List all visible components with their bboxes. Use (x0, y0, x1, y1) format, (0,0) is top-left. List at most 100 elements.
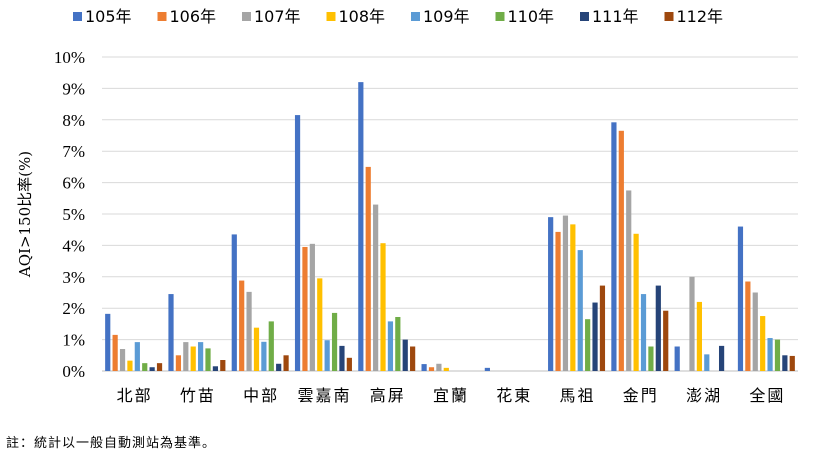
y-tick-label: 6% (62, 174, 85, 193)
x-category-label: 馬祖 (560, 386, 596, 405)
gridlines (102, 56, 798, 372)
bar (410, 346, 416, 371)
bar-chart: 105年 106年 107年 108年 109年 110年 111年 112年 0% 1% 2% 3… (16, 7, 798, 405)
y-tick-label: 8% (62, 111, 85, 130)
bar (119, 349, 126, 371)
bar (704, 354, 710, 371)
legend-label: 110年 (508, 7, 555, 26)
y-tick-label: 7% (62, 142, 85, 161)
bar (774, 339, 781, 371)
legend-label: 109年 (423, 7, 470, 26)
y-tick-label: 3% (62, 268, 85, 287)
legend-label: 107年 (254, 7, 301, 26)
bar (395, 316, 401, 371)
y-tick-label: 10% (54, 48, 85, 67)
bar (689, 276, 695, 371)
legend-swatch (242, 12, 251, 21)
bar (175, 355, 182, 371)
x-category-label: 全國 (749, 386, 785, 405)
bar (190, 346, 196, 371)
bar (134, 342, 140, 371)
bar (760, 316, 766, 371)
bar (592, 302, 598, 371)
legend-label: 108年 (339, 7, 386, 26)
bars (105, 82, 795, 372)
bar (402, 339, 408, 371)
legend: 105年 106年 107年 108年 109年 110年 111年 112年 (73, 7, 723, 26)
bar (380, 243, 386, 371)
legend-swatch (326, 12, 336, 21)
y-tick-label: 1% (62, 331, 85, 350)
bar (599, 285, 606, 371)
x-category-label: 花東 (496, 386, 532, 405)
x-category-label: 雲嘉南 (297, 386, 351, 405)
bar (309, 243, 315, 371)
legend-label: 106年 (170, 7, 217, 26)
y-tick-label: 0% (62, 362, 85, 381)
bar (618, 130, 624, 371)
bar (611, 122, 617, 371)
legend-swatch (580, 12, 589, 21)
legend-label: 105年 (85, 7, 132, 26)
y-axis-ticks: 0% 1% 2% 3% 4% 5% 6% 7% 8% 9% 10% (54, 48, 85, 381)
bar (387, 321, 394, 371)
bar (555, 231, 561, 371)
bar (127, 360, 133, 371)
legend-swatch (664, 12, 674, 21)
bar (626, 190, 632, 371)
bar (358, 82, 364, 372)
bar (317, 278, 323, 371)
bar (548, 217, 554, 371)
legend-swatch (495, 12, 505, 21)
bar (346, 357, 352, 371)
legend-swatch (157, 12, 167, 21)
legend-label: 112年 (677, 7, 724, 26)
bar (276, 363, 282, 371)
bar (443, 367, 449, 371)
bar (105, 313, 111, 371)
x-category-label: 竹苗 (180, 386, 216, 405)
x-category-label: 高屏 (370, 386, 406, 405)
legend-label: 111年 (592, 7, 639, 26)
bar (577, 250, 583, 371)
bar (484, 367, 490, 371)
bar (112, 334, 118, 371)
y-axis-label: AQI>150比率(%) (16, 151, 34, 278)
bar (142, 363, 148, 371)
bar (655, 285, 661, 371)
legend-swatch (73, 12, 82, 21)
bar (324, 340, 330, 371)
bar (156, 363, 163, 371)
bar (149, 367, 155, 371)
bar (239, 280, 245, 371)
bar (168, 294, 174, 371)
bar (640, 294, 647, 371)
bar (302, 246, 308, 371)
bar (198, 342, 204, 371)
bar (331, 312, 338, 371)
bar (663, 310, 669, 371)
bar (373, 204, 379, 371)
x-category-label: 中部 (243, 386, 279, 405)
x-category-label: 澎湖 (686, 386, 722, 405)
y-tick-label: 2% (62, 299, 85, 318)
bar (428, 367, 435, 371)
bar (283, 355, 289, 371)
bar (633, 233, 639, 371)
bar (183, 342, 189, 371)
bar (436, 363, 442, 371)
x-axis-categories: 北部 竹苗 中部 雲嘉南 高屏 宜蘭 花東 馬祖 金門 澎湖 全國 (117, 386, 785, 405)
y-tick-label: 9% (62, 79, 85, 98)
bar (648, 346, 654, 371)
bar (421, 364, 427, 371)
bar (562, 215, 569, 371)
y-tick-label: 5% (62, 205, 85, 224)
bar (737, 226, 744, 371)
bar (365, 166, 371, 371)
y-tick-label: 4% (62, 236, 85, 255)
bar (261, 341, 267, 371)
bar (585, 319, 591, 371)
bar (718, 345, 725, 371)
bar (253, 327, 260, 371)
legend-swatch (411, 12, 420, 21)
